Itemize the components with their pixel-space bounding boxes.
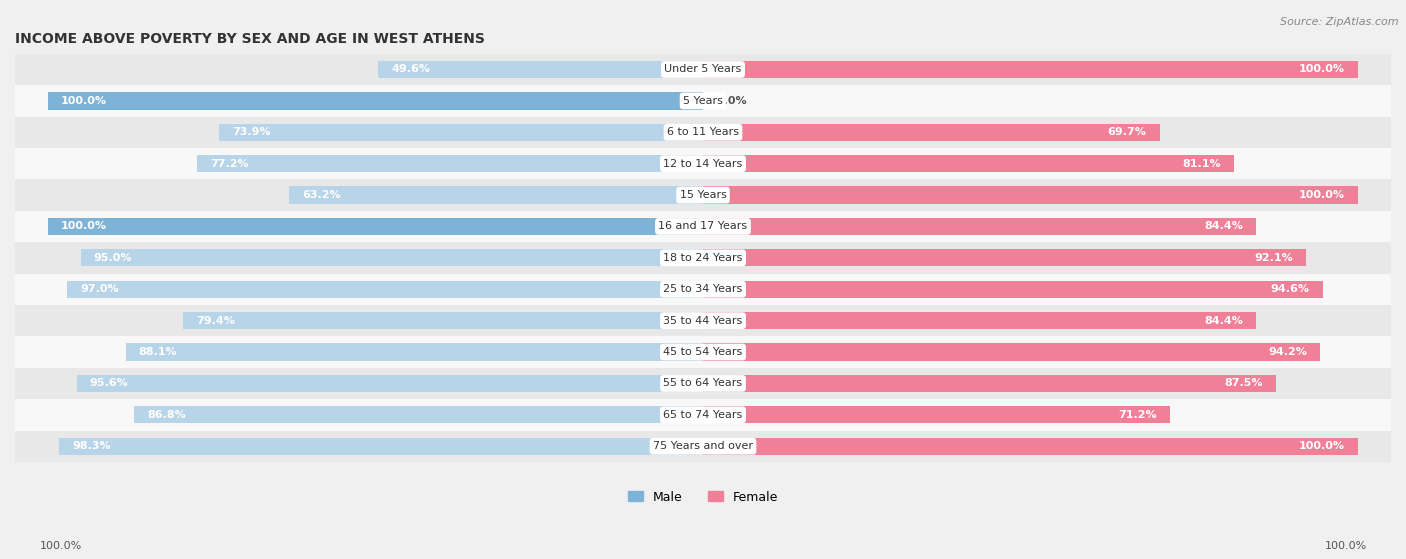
Bar [15, 54, 1391, 85]
Text: 100.0%: 100.0% [1324, 541, 1367, 551]
Text: 94.2%: 94.2% [1268, 347, 1308, 357]
Bar [703, 312, 1256, 329]
Bar [219, 124, 703, 141]
Bar [288, 187, 703, 203]
Bar [15, 337, 1391, 368]
Bar [703, 61, 1358, 78]
Bar [48, 92, 703, 110]
Text: 92.1%: 92.1% [1254, 253, 1294, 263]
Bar [67, 281, 703, 298]
Text: Source: ZipAtlas.com: Source: ZipAtlas.com [1281, 17, 1399, 27]
Bar [15, 211, 1391, 242]
Bar [76, 375, 703, 392]
Bar [80, 249, 703, 267]
Text: 79.4%: 79.4% [195, 316, 235, 326]
Text: 88.1%: 88.1% [139, 347, 177, 357]
Bar [125, 343, 703, 361]
Text: 77.2%: 77.2% [211, 159, 249, 169]
Text: 100.0%: 100.0% [60, 96, 107, 106]
Text: 65 to 74 Years: 65 to 74 Years [664, 410, 742, 420]
Bar [15, 430, 1391, 462]
Text: 49.6%: 49.6% [391, 64, 430, 74]
Bar [197, 155, 703, 172]
Bar [703, 155, 1234, 172]
Bar [15, 85, 1391, 117]
Text: 25 to 34 Years: 25 to 34 Years [664, 285, 742, 294]
Text: 86.8%: 86.8% [148, 410, 186, 420]
Bar [703, 281, 1323, 298]
Text: 100.0%: 100.0% [1299, 190, 1346, 200]
Bar [15, 305, 1391, 337]
Bar [15, 242, 1391, 273]
Text: 5 Years: 5 Years [683, 96, 723, 106]
Text: 15 Years: 15 Years [679, 190, 727, 200]
Text: 71.2%: 71.2% [1118, 410, 1156, 420]
Bar [15, 368, 1391, 399]
Bar [703, 218, 1256, 235]
Bar [15, 117, 1391, 148]
Bar [48, 218, 703, 235]
Text: 63.2%: 63.2% [302, 190, 340, 200]
Text: 87.5%: 87.5% [1225, 378, 1263, 389]
Text: INCOME ABOVE POVERTY BY SEX AND AGE IN WEST ATHENS: INCOME ABOVE POVERTY BY SEX AND AGE IN W… [15, 32, 485, 46]
Text: 84.4%: 84.4% [1204, 221, 1243, 231]
Text: 35 to 44 Years: 35 to 44 Years [664, 316, 742, 326]
Bar [703, 187, 1358, 203]
Text: 98.3%: 98.3% [72, 441, 111, 451]
Bar [703, 343, 1320, 361]
Text: 55 to 64 Years: 55 to 64 Years [664, 378, 742, 389]
Text: 95.6%: 95.6% [90, 378, 128, 389]
Bar [703, 124, 1160, 141]
Bar [15, 399, 1391, 430]
Text: 45 to 54 Years: 45 to 54 Years [664, 347, 742, 357]
Text: 69.7%: 69.7% [1108, 127, 1147, 138]
Bar [703, 249, 1306, 267]
Text: 97.0%: 97.0% [80, 285, 120, 294]
Text: 0.0%: 0.0% [716, 96, 747, 106]
Bar [703, 406, 1170, 424]
Text: 95.0%: 95.0% [94, 253, 132, 263]
Text: 94.6%: 94.6% [1271, 285, 1310, 294]
Text: Under 5 Years: Under 5 Years [665, 64, 741, 74]
Bar [15, 273, 1391, 305]
Text: 18 to 24 Years: 18 to 24 Years [664, 253, 742, 263]
Bar [134, 406, 703, 424]
Text: 73.9%: 73.9% [232, 127, 270, 138]
Text: 75 Years and over: 75 Years and over [652, 441, 754, 451]
Text: 81.1%: 81.1% [1182, 159, 1222, 169]
Bar [15, 179, 1391, 211]
Text: 84.4%: 84.4% [1204, 316, 1243, 326]
Bar [703, 438, 1358, 455]
Text: 100.0%: 100.0% [39, 541, 82, 551]
Bar [59, 438, 703, 455]
Text: 100.0%: 100.0% [1299, 441, 1346, 451]
Bar [378, 61, 703, 78]
Text: 100.0%: 100.0% [1299, 64, 1346, 74]
Bar [183, 312, 703, 329]
Text: 100.0%: 100.0% [60, 221, 107, 231]
Text: 6 to 11 Years: 6 to 11 Years [666, 127, 740, 138]
Text: 16 and 17 Years: 16 and 17 Years [658, 221, 748, 231]
Legend: Male, Female: Male, Female [623, 486, 783, 509]
Bar [703, 375, 1277, 392]
Text: 12 to 14 Years: 12 to 14 Years [664, 159, 742, 169]
Bar [15, 148, 1391, 179]
